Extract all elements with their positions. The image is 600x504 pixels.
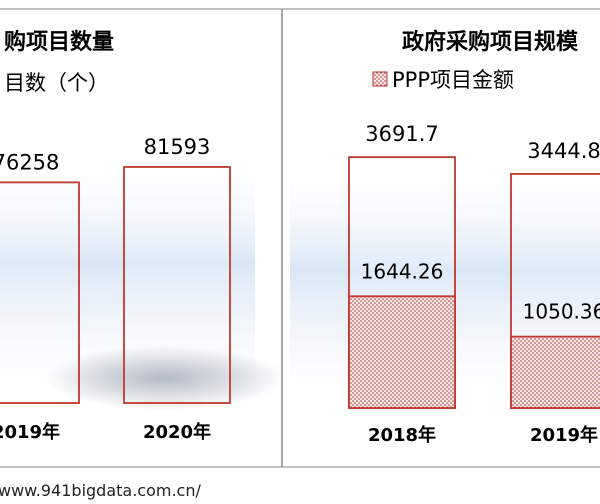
right-ppp-bar-1	[510, 335, 600, 409]
right-total-value-label-0: 3691.7	[365, 122, 438, 146]
left-bar-0	[0, 181, 80, 404]
left-bars: 76258 2019年 81593 2020年	[0, 135, 231, 443]
left-chart: 购项目数量 目数（个） 76258 2019年 81593 2020年	[0, 29, 231, 443]
right-category-label-1: 2019年	[530, 424, 598, 446]
left-category-label-1: 2020年	[143, 421, 211, 443]
right-total-value-label-1: 3444.8	[527, 139, 600, 163]
source-url: www.941bigdata.com.cn/	[0, 481, 201, 500]
right-chart-legend: PPP项目金额	[392, 68, 514, 92]
right-chart: 政府采购项目规模 PPP项目金额 3691.7 1644.26 2018年 3444.…	[348, 29, 600, 446]
right-ppp-value-label-1: 1050.36	[523, 300, 600, 324]
right-ppp-bar-0	[348, 295, 456, 409]
right-ppp-value-label-0: 1644.26	[361, 259, 444, 283]
left-bar-1	[123, 166, 231, 404]
left-chart-title: 购项目数量	[4, 29, 114, 55]
right-legend: PPP项目金额	[372, 68, 514, 92]
right-category-label-0: 2018年	[368, 424, 436, 446]
left-bar-value-label-1: 81593	[144, 135, 211, 159]
legend-swatch-ppp	[372, 71, 388, 87]
left-floor-shadow	[45, 346, 285, 410]
left-category-label-0: 2019年	[0, 421, 60, 443]
left-chart-legend: 目数（个）	[4, 71, 109, 95]
right-bars: 3691.7 1644.26 2018年 3444.8 1050.36 2019年	[348, 122, 600, 446]
left-bar-value-label-0: 76258	[0, 150, 59, 174]
right-chart-title: 政府采购项目规模	[402, 29, 579, 55]
